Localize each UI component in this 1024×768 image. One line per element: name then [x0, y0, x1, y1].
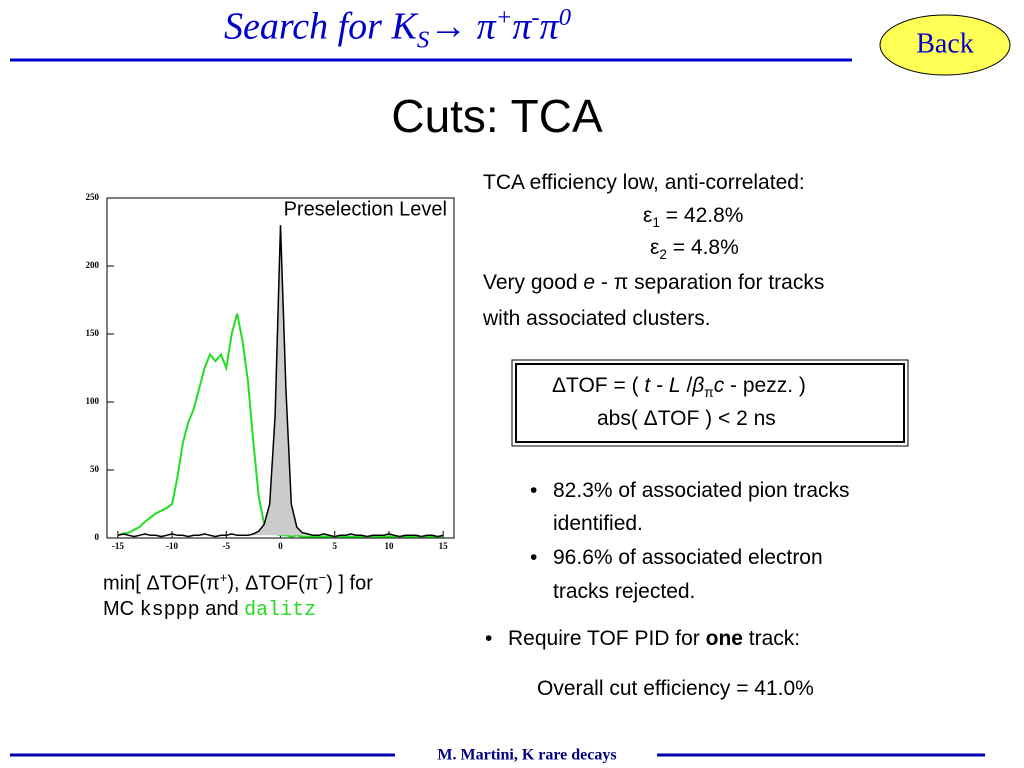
- text-line: 82.3% of associated pion tracks: [553, 479, 850, 502]
- t: 2: [659, 247, 667, 263]
- text-line: tracks rejected.: [553, 580, 696, 603]
- x-tick-label: 10: [384, 541, 394, 551]
- y-tick-label: 200: [86, 260, 100, 270]
- title-part: π: [512, 5, 532, 48]
- x-tick-label: -5: [223, 541, 231, 551]
- formula-box: [511, 359, 909, 447]
- t: Require TOF PID for: [508, 627, 706, 650]
- title-part: π: [476, 5, 496, 48]
- formula: ΔTOF = ( t - L /βπc - pezz. ): [552, 374, 806, 400]
- text-line: Overall cut efficiency = 41.0%: [537, 677, 814, 700]
- slide-title: Cuts: TCA: [391, 90, 603, 142]
- t: track:: [742, 627, 801, 650]
- t: - pezz. ): [724, 374, 806, 397]
- t: β: [692, 374, 705, 397]
- title-part: -: [531, 4, 540, 31]
- t: min[ ΔTOF(π: [103, 572, 220, 595]
- t: and: [199, 598, 245, 620]
- series-line: [117, 225, 444, 538]
- text-line: 96.6% of associated electron: [553, 546, 823, 569]
- series-name: dalitz: [244, 599, 317, 622]
- formula: abs( ΔTOF ) < 2 ns: [597, 407, 776, 430]
- t: -: [650, 374, 669, 397]
- t: t: [644, 374, 651, 397]
- footer: M. Martini, K rare decays: [437, 747, 616, 764]
- t: Very good: [483, 271, 584, 294]
- title-part: Search for K: [224, 5, 417, 48]
- t: ε: [643, 204, 653, 227]
- t: π: [704, 385, 714, 401]
- t: ) ] for: [326, 572, 373, 595]
- bullet: •: [485, 627, 493, 650]
- title-part: →: [429, 5, 477, 48]
- text-line: ε2 = 4.8%: [650, 236, 739, 262]
- y-tick-label: 100: [86, 396, 100, 406]
- y-tick-label: 0: [95, 532, 100, 542]
- x-tick-label: -10: [166, 541, 178, 551]
- title-part: 0: [558, 4, 572, 31]
- chart-annotation: Preselection Level: [284, 198, 447, 220]
- bullet: •: [530, 546, 538, 569]
- t: L: [668, 374, 681, 397]
- formula-box-inner: [515, 363, 905, 443]
- t: e: [583, 271, 596, 294]
- text-line: identified.: [553, 512, 643, 535]
- t: MC: [103, 598, 140, 620]
- t: +: [219, 570, 228, 585]
- y-tick-label: 150: [86, 328, 100, 338]
- caption: min[ ΔTOF(π+), ΔTOF(π−) ] for: [103, 570, 373, 596]
- x-tick-label: 15: [439, 541, 449, 551]
- caption: MC ksppp and dalitz: [103, 598, 316, 622]
- bullet: •: [530, 479, 538, 502]
- y-tick-label: 50: [90, 464, 100, 474]
- x-tick-label: 5: [332, 541, 337, 551]
- t: ε: [650, 236, 660, 259]
- t: ), ΔTOF(π: [227, 572, 319, 595]
- text-line: ε1 = 42.8%: [643, 204, 743, 230]
- text-line: TCA efficiency low, anti-correlated:: [483, 171, 805, 194]
- back-label[interactable]: Back: [916, 28, 974, 59]
- t: −: [318, 570, 327, 585]
- t: one: [705, 627, 743, 650]
- y-tick-label: 250: [86, 192, 100, 202]
- t: ΔTOF = (: [552, 374, 645, 397]
- page-title: Search for KS→ π+π-π0: [224, 4, 571, 54]
- title-part: S: [416, 26, 430, 54]
- x-tick-label: -15: [112, 541, 124, 551]
- back-button[interactable]: [879, 14, 1011, 76]
- text-line: with associated clusters.: [483, 307, 711, 330]
- text-line: Very good e - π separation for tracks: [483, 271, 824, 295]
- t: 1: [652, 215, 660, 231]
- t: /: [680, 374, 693, 397]
- title-part: π: [539, 5, 559, 48]
- t: = 4.8%: [666, 236, 739, 259]
- t: c: [713, 374, 725, 397]
- t: = 42.8%: [659, 204, 744, 227]
- text-line: Require TOF PID for one track:: [508, 627, 800, 651]
- series-name: ksppp: [139, 599, 200, 622]
- x-tick-label: 0: [278, 541, 283, 551]
- t: - π separation for tracks: [595, 271, 825, 294]
- title-part: +: [495, 4, 513, 31]
